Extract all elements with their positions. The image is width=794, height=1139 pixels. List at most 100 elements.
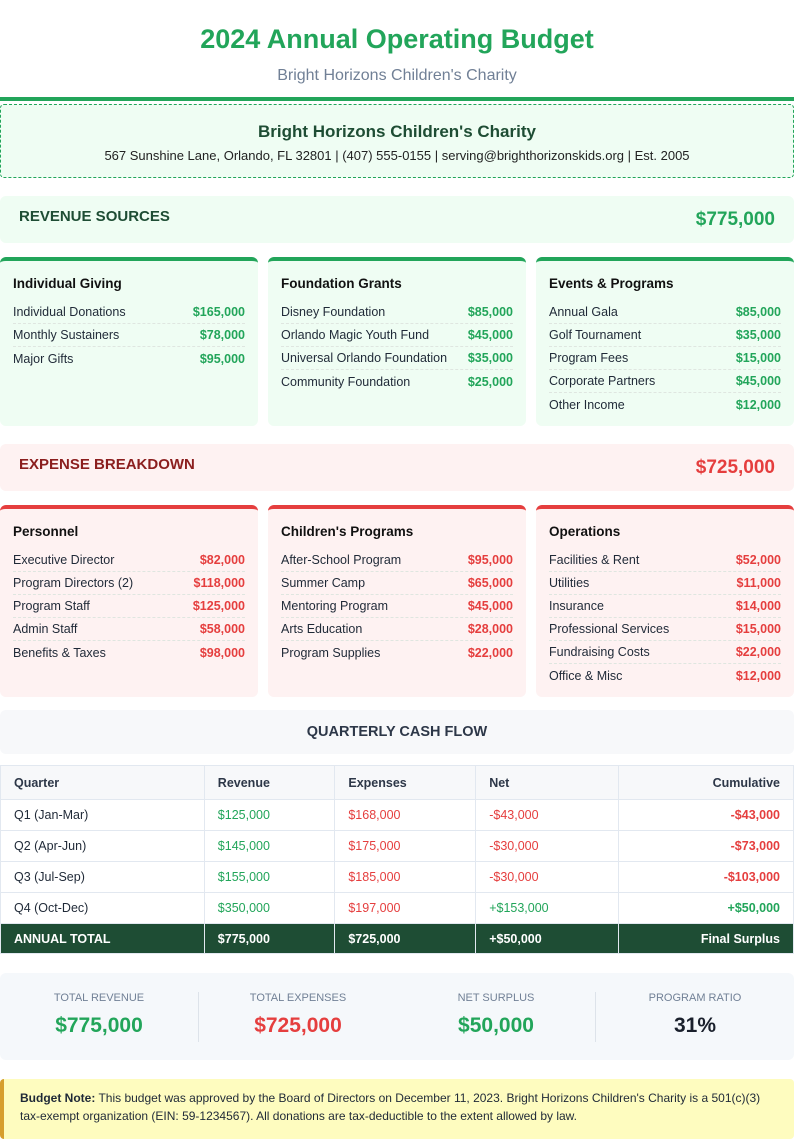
line-item: Fundraising Costs $22,000: [549, 641, 781, 664]
table-cell: $145,000: [203, 830, 336, 862]
revenue-cards: Individual Giving Individual Donations $16…: [0, 257, 794, 426]
total-cell: $725,000: [334, 923, 477, 954]
revenue-title: REVENUE SOURCES: [19, 208, 170, 225]
item-amount: $12,000: [735, 397, 781, 412]
item-amount: $85,000: [467, 305, 513, 319]
item-label: Annual Gala: [549, 305, 618, 319]
category-card: Personnel Executive Director $82,000 Progra…: [0, 505, 258, 697]
stat-label: PROGRAM RATIO: [648, 991, 742, 1004]
item-label: Arts Education: [281, 622, 363, 636]
table-cell: Q4 (Oct-Dec): [0, 892, 205, 924]
item-label: Golf Tournament: [549, 328, 642, 342]
note-text: This budget was approved by the Board of…: [20, 1091, 761, 1123]
expense-title: EXPENSE BREAKDOWN: [19, 456, 195, 473]
table-row: Q2 (Apr-Jun) $145,000 $175,000 -$30,000 -$73…: [0, 830, 794, 862]
item-amount: $35,000: [735, 328, 781, 342]
line-item: Utilities $11,000: [549, 572, 781, 595]
card-title: Personnel: [13, 524, 79, 539]
item-amount: $85,000: [735, 305, 781, 319]
column-header: Net: [475, 765, 619, 800]
line-item: Admin Staff $58,000: [13, 618, 245, 641]
table-cell: -$30,000: [475, 861, 619, 893]
item-label: Other Income: [549, 397, 625, 412]
line-item: Universal Orlando Foundation $35,000: [281, 347, 513, 370]
item-amount: $98,000: [199, 645, 245, 660]
item-amount: $95,000: [467, 553, 513, 567]
table-cell: -$73,000: [617, 830, 794, 862]
column-header: Revenue: [203, 765, 336, 800]
card-title: Operations: [549, 524, 621, 539]
item-amount: $11,000: [736, 576, 782, 590]
line-item: Program Supplies $22,000: [281, 641, 513, 664]
card-title: Children's Programs: [281, 524, 414, 539]
table-cell: $175,000: [334, 830, 477, 862]
table-cell: -$43,000: [617, 799, 794, 831]
item-label: Program Directors (2): [13, 576, 134, 590]
item-label: Program Supplies: [281, 645, 381, 660]
category-card: Events & Programs Annual Gala $85,000 Golf …: [536, 257, 794, 426]
org-info-box: Bright Horizons Children's Charity 567 S…: [0, 104, 794, 178]
category-card: Operations Facilities & Rent $52,000 Utilit…: [536, 505, 794, 697]
page-subtitle: Bright Horizons Children's Charity: [277, 67, 517, 84]
column-header: Quarter: [0, 765, 205, 800]
line-item: Monthly Sustainers $78,000: [13, 324, 245, 347]
line-item: Mentoring Program $45,000: [281, 595, 513, 618]
item-amount: $25,000: [467, 374, 513, 389]
org-address: 567 Sunshine Lane, Orlando, FL 32801 | (…: [104, 148, 690, 163]
line-item: Professional Services $15,000: [549, 618, 781, 641]
item-label: Mentoring Program: [281, 599, 388, 613]
line-item: Facilities & Rent $52,000: [549, 549, 781, 572]
line-item: Program Directors (2) $118,000: [13, 572, 245, 595]
org-name: Bright Horizons Children's Charity: [258, 122, 536, 141]
item-amount: $12,000: [735, 668, 781, 683]
line-item: Office & Misc $12,000: [549, 664, 781, 687]
table-cell: $125,000: [203, 799, 336, 831]
line-item: Benefits & Taxes $98,000: [13, 641, 245, 664]
item-label: Professional Services: [549, 622, 670, 636]
item-label: Corporate Partners: [549, 374, 656, 388]
table-cell: $168,000: [334, 799, 477, 831]
line-item: Corporate Partners $45,000: [549, 370, 781, 393]
category-card: Foundation Grants Disney Foundation $85,00…: [268, 257, 526, 426]
item-label: Executive Director: [13, 553, 115, 567]
budget-note: Budget Note: This budget was approved by…: [0, 1079, 794, 1139]
table-row: Q3 (Jul-Sep) $155,000 $185,000 -$30,000 -$10…: [0, 861, 794, 893]
category-card: Individual Giving Individual Donations $16…: [0, 257, 258, 426]
table-cell: Q3 (Jul-Sep): [0, 861, 205, 893]
table-header-row: Quarter Revenue Expenses Net Cumulative: [0, 765, 794, 800]
table-cell: $185,000: [334, 861, 477, 893]
note-label: Budget Note:: [20, 1091, 96, 1105]
line-item: Orlando Magic Youth Fund $45,000: [281, 324, 513, 347]
table-row: Q1 (Jan-Mar) $125,000 $168,000 -$43,000 -$43…: [0, 799, 794, 831]
page-header: 2024 Annual Operating Budget Bright Hori…: [0, 0, 794, 101]
table-cell: -$43,000: [475, 799, 619, 831]
table-cell: $350,000: [203, 892, 336, 924]
expense-total: $725,000: [695, 456, 775, 478]
stat-value: 31%: [673, 1013, 717, 1037]
item-label: Benefits & Taxes: [13, 645, 106, 660]
item-amount: $78,000: [199, 328, 245, 342]
line-item: Program Staff $125,000: [13, 595, 245, 618]
summary-stat: PROGRAM RATIO 31%: [595, 991, 794, 1042]
item-label: Major Gifts: [13, 351, 74, 366]
item-amount: $118,000: [193, 576, 245, 590]
summary-bar: TOTAL REVENUE $775,000 TOTAL EXPENSES $725,…: [0, 973, 794, 1060]
line-item: Annual Gala $85,000: [549, 301, 781, 324]
total-cell: ANNUAL TOTAL: [0, 923, 205, 954]
card-title: Individual Giving: [13, 276, 122, 291]
line-item: Individual Donations $165,000: [13, 301, 245, 324]
item-amount: $22,000: [467, 645, 513, 660]
column-header: Expenses: [334, 765, 477, 800]
line-item: Community Foundation $25,000: [281, 370, 513, 393]
item-label: Summer Camp: [281, 576, 366, 590]
table-cell: -$103,000: [617, 861, 794, 893]
revenue-total: $775,000: [695, 208, 775, 230]
cashflow-title: QUARTERLY CASH FLOW: [0, 710, 794, 754]
item-amount: $45,000: [467, 599, 513, 613]
card-title: Foundation Grants: [281, 276, 402, 291]
item-label: Facilities & Rent: [549, 553, 640, 567]
item-label: Insurance: [549, 599, 604, 613]
summary-stat: TOTAL EXPENSES $725,000: [198, 991, 397, 1042]
table-cell: Q2 (Apr-Jun): [0, 830, 205, 862]
summary-stat: TOTAL REVENUE $775,000: [0, 992, 198, 1042]
